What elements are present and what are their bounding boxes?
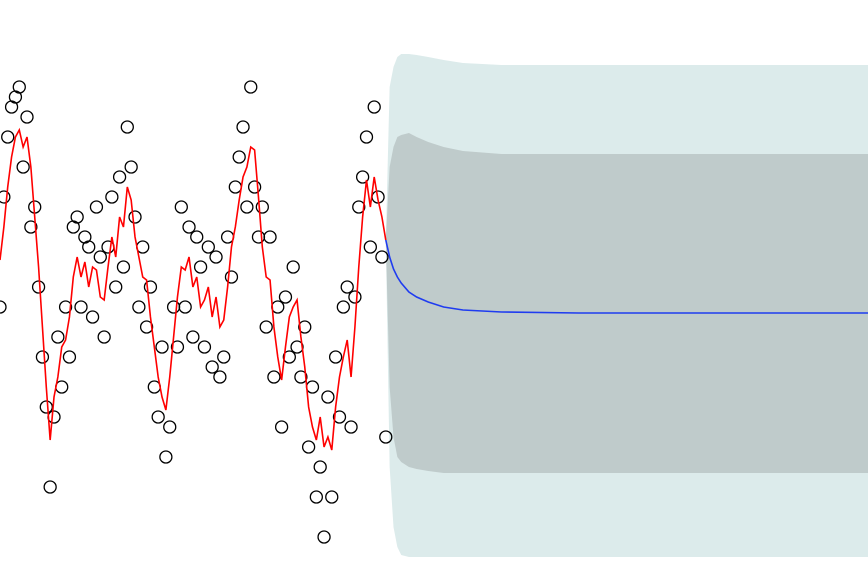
data-point — [325, 490, 339, 504]
data-point — [305, 380, 320, 394]
data-point — [367, 100, 381, 114]
data-point — [236, 120, 250, 134]
data-point — [313, 460, 327, 474]
data-point — [155, 340, 169, 354]
data-point — [166, 300, 181, 314]
data-point — [97, 330, 111, 344]
data-point — [31, 280, 46, 294]
data-point — [340, 280, 354, 294]
data-point — [43, 480, 57, 494]
data-point — [282, 350, 296, 364]
data-point — [132, 300, 146, 314]
data-point — [247, 180, 262, 194]
data-point — [201, 240, 215, 254]
data-point — [174, 200, 188, 214]
data-point — [213, 370, 227, 384]
data-point — [263, 230, 277, 244]
data-point — [240, 200, 254, 214]
data-point — [193, 260, 208, 274]
data-point — [16, 160, 30, 174]
data-point — [35, 350, 50, 364]
data-point — [363, 240, 377, 254]
series-line — [0, 127, 387, 451]
data-point — [348, 290, 362, 304]
series-line — [384, 239, 868, 314]
data-point — [128, 210, 142, 224]
data-point — [375, 250, 389, 264]
data-point — [298, 320, 312, 334]
data-point — [278, 290, 293, 304]
data-point — [51, 330, 65, 344]
data-point — [309, 490, 323, 504]
data-point — [70, 210, 84, 224]
data-point — [359, 130, 374, 144]
data-point — [143, 280, 158, 294]
data-point — [139, 320, 154, 334]
data-point — [93, 250, 107, 264]
data-point — [124, 160, 138, 174]
data-point — [379, 430, 393, 444]
data-point — [39, 400, 53, 414]
prediction-band — [385, 133, 868, 473]
data-point — [232, 150, 246, 164]
data-point — [58, 300, 73, 314]
data-point — [332, 410, 347, 424]
data-point — [290, 340, 304, 354]
data-point — [205, 360, 219, 374]
data-point — [178, 300, 192, 314]
data-point — [209, 250, 223, 264]
data-point — [170, 340, 185, 354]
data-point — [344, 420, 358, 434]
data-point — [197, 340, 212, 354]
data-point — [85, 310, 100, 324]
data-point — [82, 240, 96, 254]
data-point — [271, 300, 285, 314]
data-point — [112, 170, 127, 184]
data-point — [105, 190, 119, 204]
data-point — [62, 350, 77, 364]
data-point — [228, 180, 242, 194]
data-point — [355, 170, 370, 184]
data-point — [255, 200, 269, 214]
data-point — [321, 390, 335, 404]
data-point — [217, 350, 231, 364]
data-point — [224, 270, 239, 284]
data-point — [151, 410, 165, 424]
data-point — [259, 320, 273, 334]
data-point — [352, 200, 366, 214]
data-point — [163, 420, 177, 434]
data-point — [116, 260, 131, 274]
data-point — [1, 130, 15, 144]
data-point — [89, 200, 104, 214]
data-point — [20, 110, 34, 124]
data-point — [328, 350, 343, 364]
data-point — [274, 420, 289, 434]
data-point — [182, 220, 196, 234]
data-point — [301, 440, 316, 454]
data-point — [190, 230, 204, 244]
data-point — [74, 300, 88, 314]
data-point — [286, 260, 300, 274]
data-point — [109, 280, 123, 294]
data-point — [317, 530, 331, 544]
data-point — [244, 80, 258, 94]
data-point — [186, 330, 200, 344]
data-point — [336, 300, 350, 314]
data-point — [0, 300, 7, 314]
data-point — [120, 120, 134, 134]
data-point — [24, 220, 38, 234]
data-point — [159, 450, 173, 464]
data-point — [267, 370, 281, 384]
data-point — [294, 370, 308, 384]
data-point — [47, 410, 61, 424]
data-point — [12, 80, 26, 94]
data-point — [0, 190, 11, 204]
